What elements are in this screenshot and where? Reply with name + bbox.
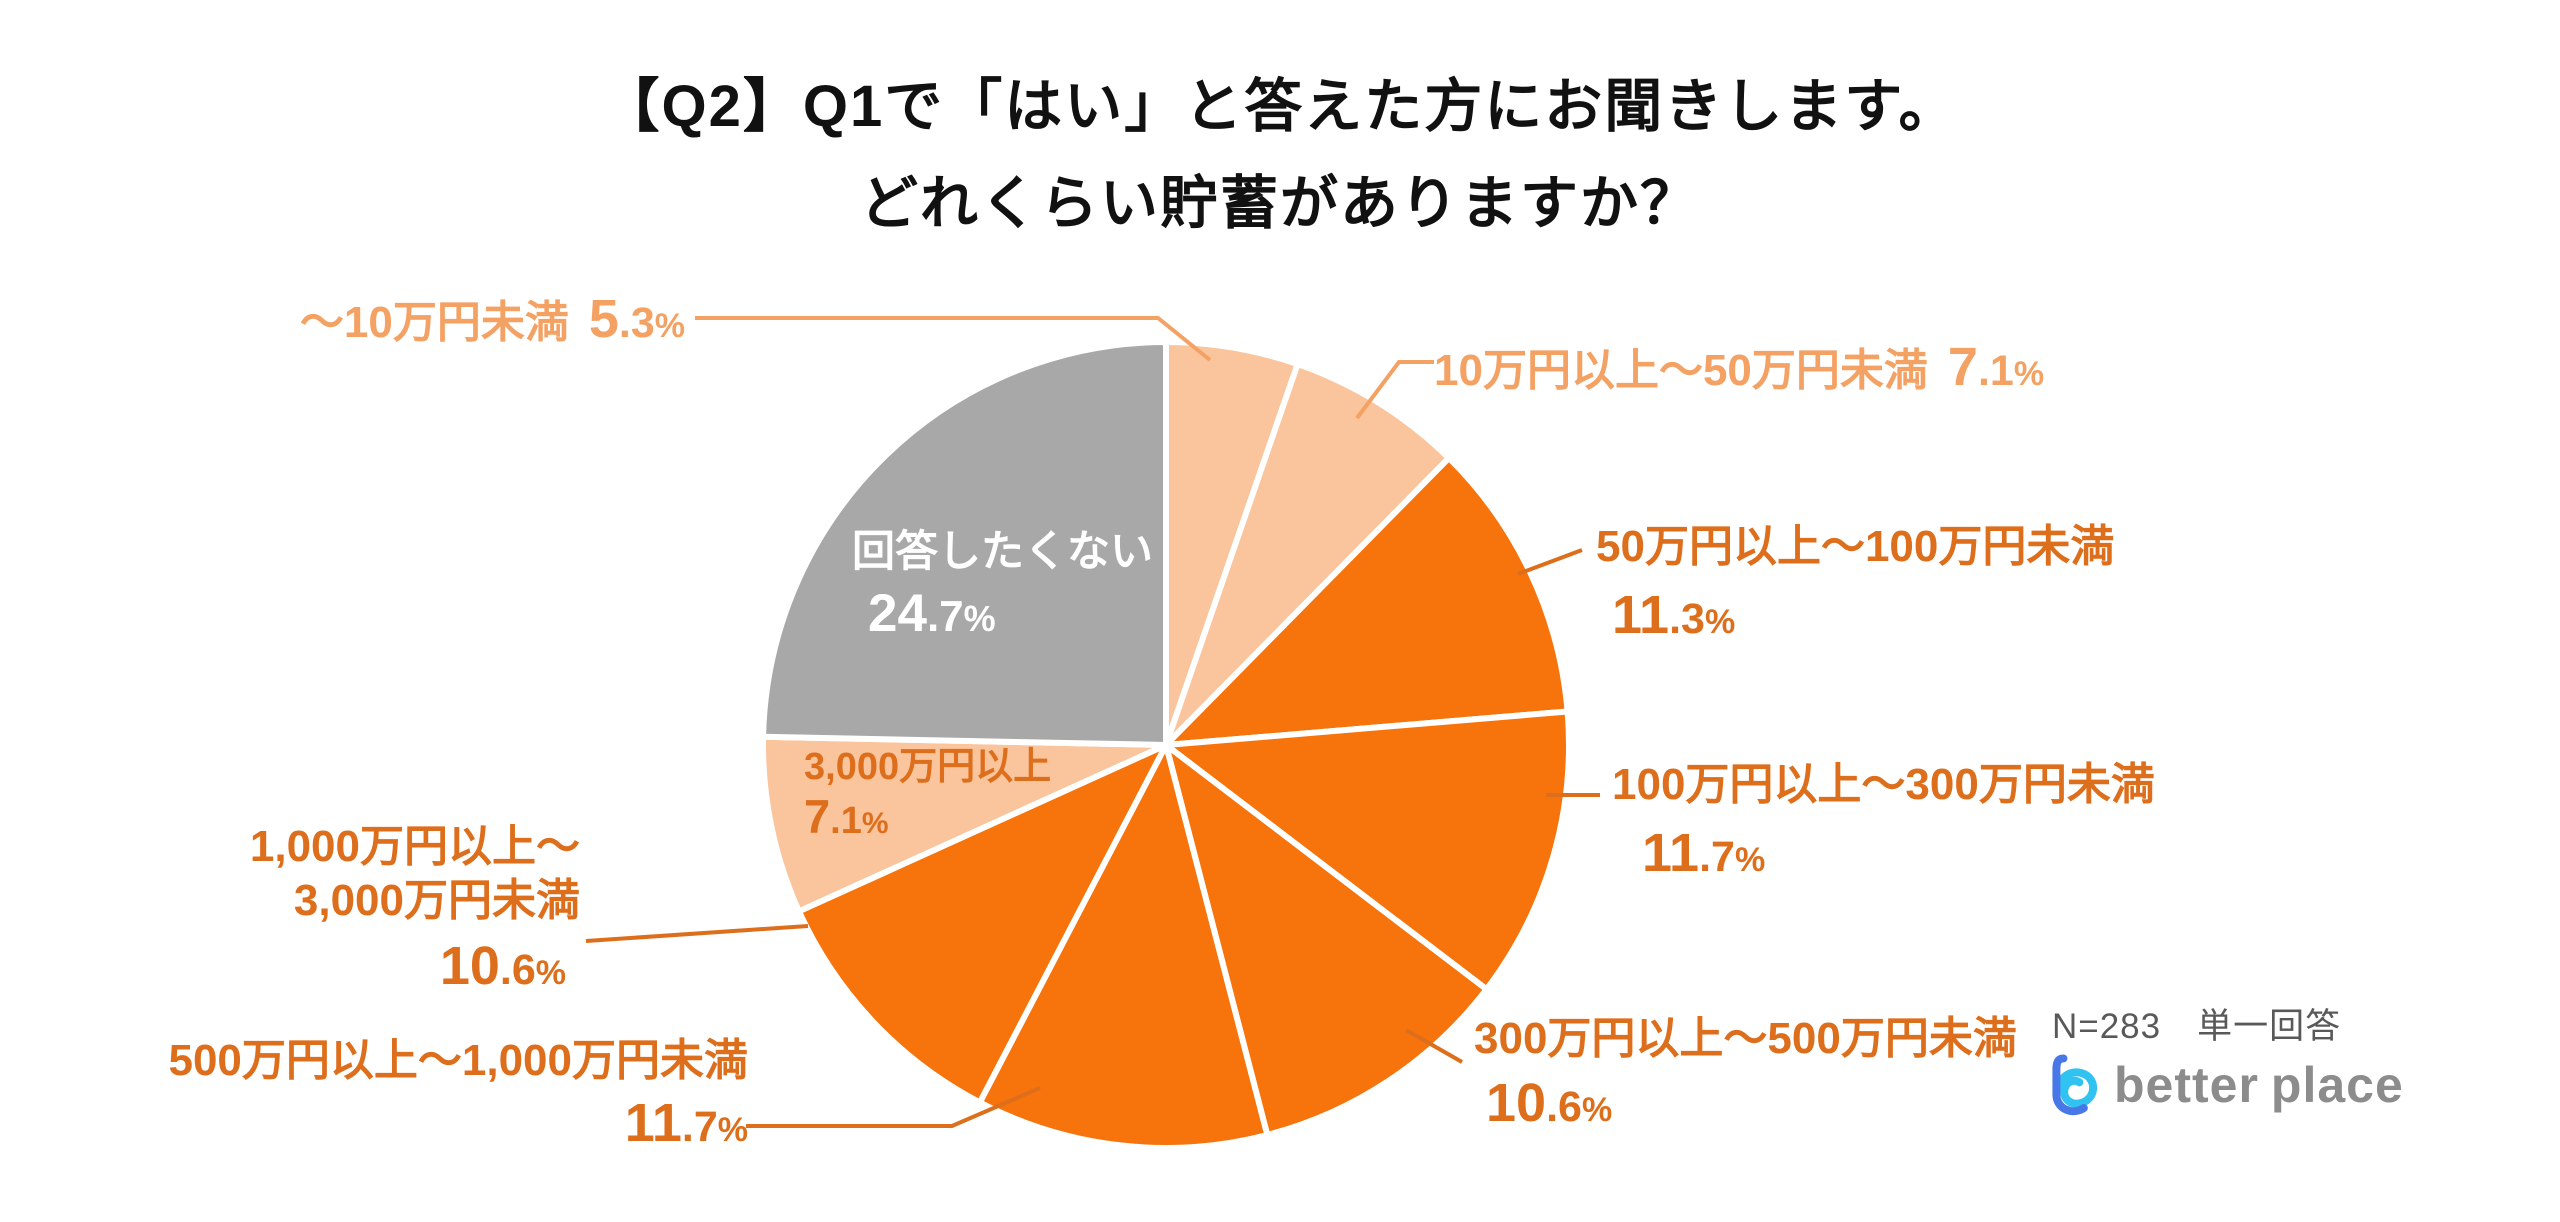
pie-slice [1163,455,1571,748]
pie-label-500-1000man: 500万円以上～1,000万円未満 11.7% [168,1036,748,1153]
pie-label-3000man-plus: 3,000万円以上 7.1% [804,746,1052,844]
pie-slice [1163,742,1490,1138]
pie-slice [1163,708,1572,993]
chart-title-line1: 【Q2】Q1で「はい」と答えた方にお聞きします。 [601,74,1959,139]
leader-line-under-10man [695,316,1212,362]
leader-lines [585,316,1600,1128]
pie-slice [976,742,1271,1151]
leader-line-300-500man [1405,1028,1463,1064]
pie-label-50-100man: 50万円以上～100万円未満 11.3% [1596,522,2115,645]
pie-slice [795,742,1169,1106]
pie-slices [760,339,1572,1151]
leader-line-50-100man [1517,548,1583,576]
pie-label-100-300man: 100万円以上～300万円未満 11.7% [1612,760,2155,883]
pie-label-under-10man: ～10万円未満 5.3% [299,289,685,349]
chart-title: 【Q2】Q1で「はい」と答えた方にお聞きします。 どれくらい貯蓄がありますか？ [0,58,2560,252]
betterplace-logo-text: better place [2114,1057,2404,1113]
leader-line-500-1000man [746,1086,1041,1128]
leader-line-1000-3000man [585,924,809,943]
pie-label-no-answer: 回答したくない 24.7% [852,528,1153,644]
pie-slice [760,339,1169,748]
betterplace-logo-icon [2052,1054,2098,1116]
sample-size-note: N=283 単一回答 [2052,1007,2342,1046]
pie-slice [1163,361,1452,748]
betterplace-logo: better place [2044,1052,2404,1118]
pie-label-1000-3000man: 1,000万円以上～ 3,000万円未満 10.6% [249,822,580,997]
chart-title-line2: どれくらい貯蓄がありますか？ [859,171,1700,236]
pie-label-300-500man: 300万円以上～500万円未満 10.6% [1474,1014,2017,1133]
leader-line-10-50man [1355,360,1434,420]
pie-slice [760,733,1169,915]
pie-label-10-50man: 10万円以上～50万円未満 7.1% [1434,337,2045,397]
